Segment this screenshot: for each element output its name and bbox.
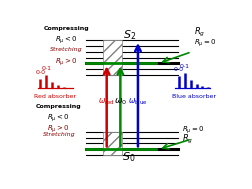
- Text: $\omega_0$: $\omega_0$: [114, 96, 127, 107]
- Text: 0-0: 0-0: [35, 70, 45, 75]
- Text: $R_\mu=0$: $R_\mu=0$: [182, 125, 205, 136]
- Text: 0-1: 0-1: [41, 66, 51, 71]
- Text: $R_\mu<0$: $R_\mu<0$: [47, 113, 70, 124]
- Text: Stretching: Stretching: [50, 47, 83, 52]
- Text: Blue absorber: Blue absorber: [172, 94, 216, 99]
- Text: $R_g$: $R_g$: [182, 133, 193, 146]
- Text: $\omega_{\rm red}$: $\omega_{\rm red}$: [98, 96, 115, 107]
- Text: $S_0$: $S_0$: [122, 150, 136, 164]
- Text: $R_\mu=0$: $R_\mu=0$: [194, 37, 216, 49]
- Text: $S_2$: $S_2$: [122, 29, 136, 42]
- Text: Red absorber: Red absorber: [34, 94, 76, 99]
- Text: $R_g$: $R_g$: [194, 26, 205, 40]
- Bar: [103, 40, 122, 75]
- Text: $R_\mu>0$: $R_\mu>0$: [47, 123, 70, 135]
- Text: $\omega_{\rm blue}$: $\omega_{\rm blue}$: [128, 96, 148, 107]
- Text: $R_\mu<0$: $R_\mu<0$: [55, 34, 78, 46]
- Text: $R_\mu>0$: $R_\mu>0$: [55, 56, 78, 68]
- Bar: [103, 132, 122, 155]
- Text: Compressing: Compressing: [36, 104, 82, 109]
- Text: Compressing: Compressing: [44, 26, 89, 31]
- Text: 0-0: 0-0: [174, 67, 184, 72]
- Text: 0-1: 0-1: [180, 64, 190, 69]
- Text: Stretching: Stretching: [43, 132, 75, 137]
